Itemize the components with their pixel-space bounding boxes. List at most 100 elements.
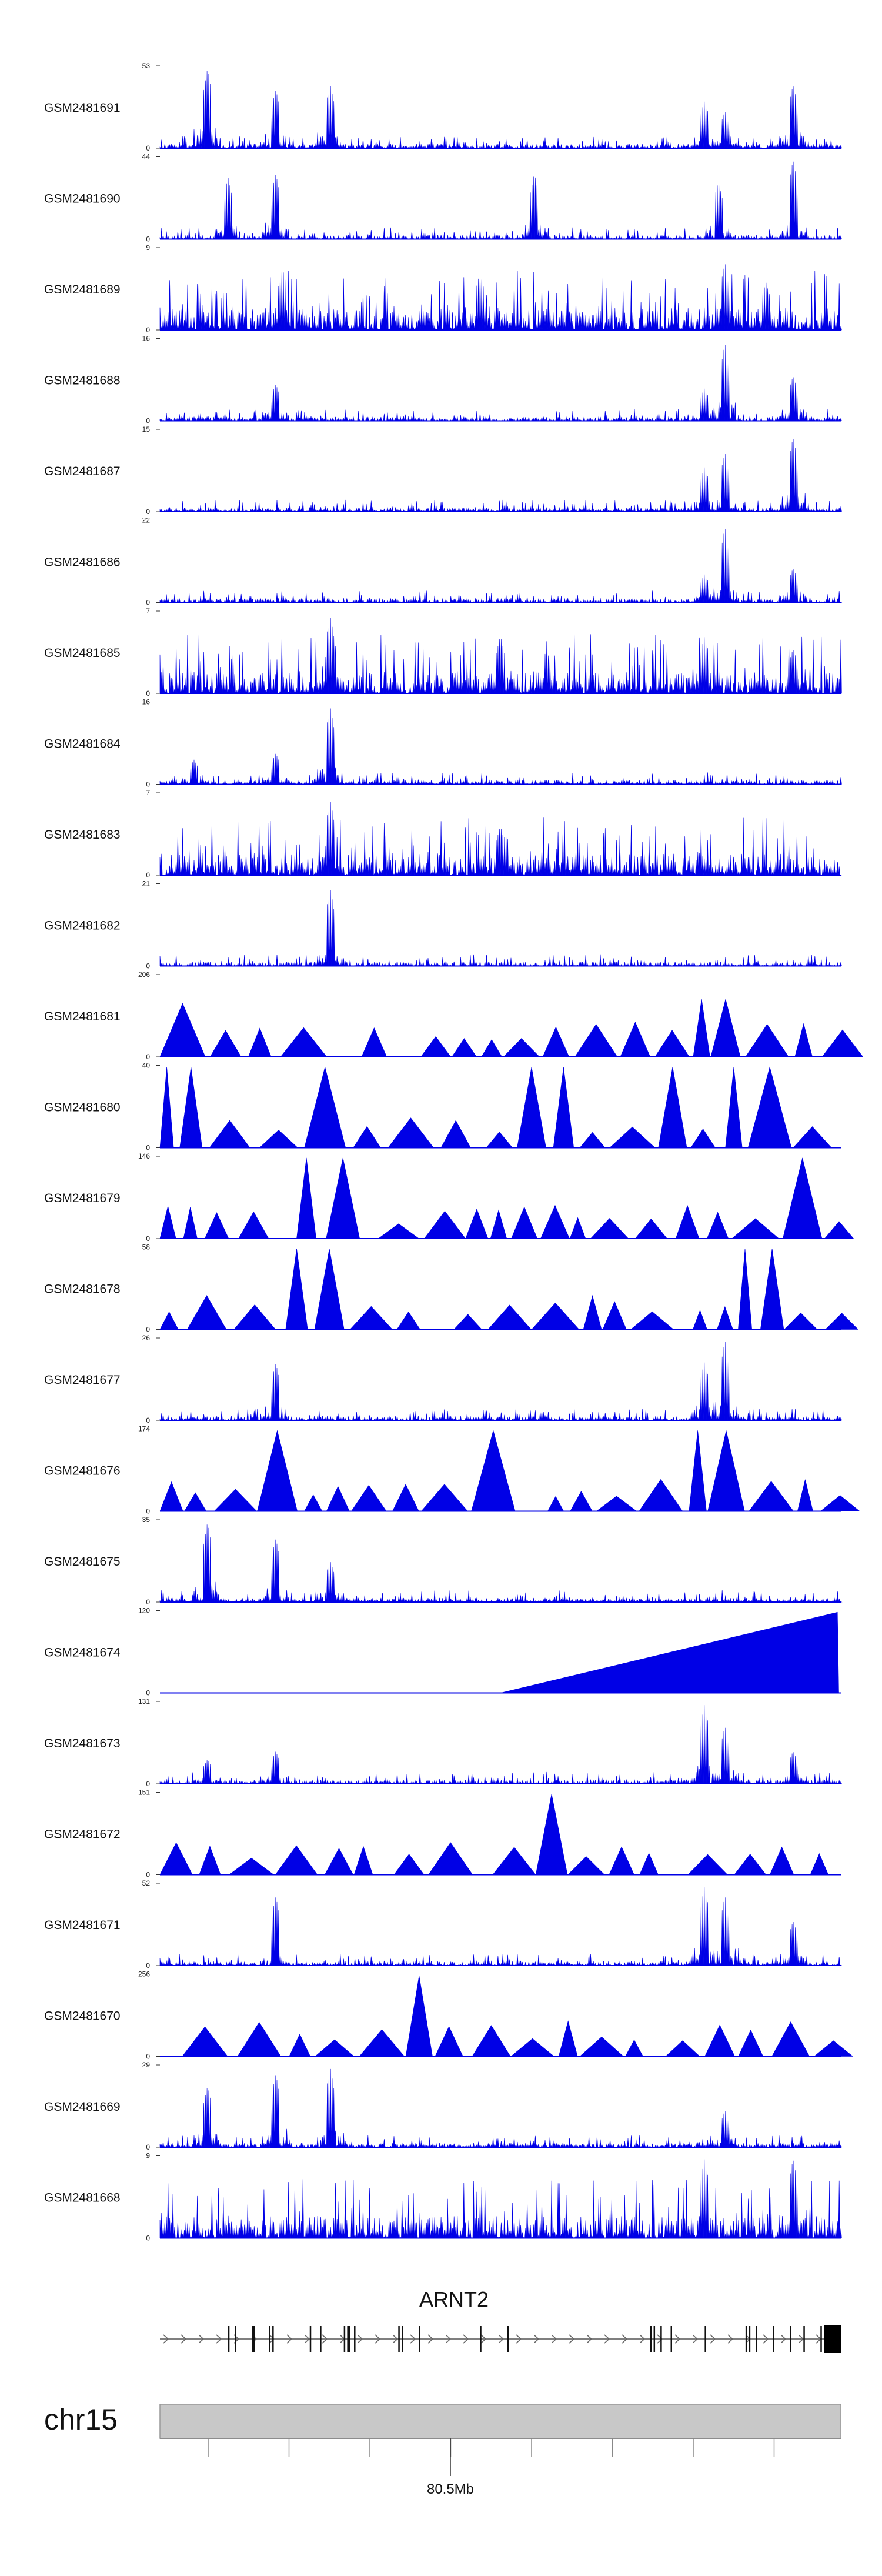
track-signal bbox=[159, 529, 843, 603]
strand-arrow bbox=[445, 2334, 452, 2344]
track-label: GSM2481673 bbox=[44, 1737, 121, 1750]
track-ymin-label: 0 bbox=[146, 689, 150, 698]
track-GSM2481681: GSM2481681 206 0 bbox=[44, 970, 864, 1061]
track-signal bbox=[159, 1342, 842, 1422]
exon bbox=[269, 2326, 270, 2352]
track-ymax-label: 15 bbox=[142, 425, 151, 433]
track-ymax-label: 22 bbox=[142, 516, 151, 525]
track-ymax-label: 40 bbox=[142, 1062, 151, 1070]
track-ymin-label: 0 bbox=[146, 1144, 150, 1152]
exon bbox=[745, 2326, 747, 2352]
strand-arrow bbox=[622, 2334, 628, 2344]
strand-arrow bbox=[763, 2334, 769, 2344]
strand-arrow bbox=[269, 2334, 275, 2344]
track-signal bbox=[159, 617, 842, 695]
strand-arrow bbox=[304, 2334, 310, 2344]
track-label: GSM2481672 bbox=[44, 1828, 121, 1841]
track-GSM2481683: GSM2481683 7 0 bbox=[44, 789, 842, 879]
track-GSM2481677: GSM2481677 26 0 bbox=[44, 1334, 842, 1424]
track-GSM2481682: GSM2481682 21 0 bbox=[44, 880, 842, 970]
exon bbox=[228, 2326, 230, 2352]
exon bbox=[803, 2326, 805, 2352]
track-ymin-label: 0 bbox=[146, 599, 150, 607]
strand-arrow bbox=[604, 2334, 610, 2344]
track-ymin-label: 0 bbox=[146, 1507, 150, 1516]
exon bbox=[660, 2326, 662, 2352]
track-ymax-label: 151 bbox=[138, 1788, 150, 1797]
track-ymin-label: 0 bbox=[146, 780, 150, 789]
track-ymin-label: 0 bbox=[146, 1598, 150, 1606]
track-ymax-label: 58 bbox=[142, 1243, 151, 1252]
track-ymin-label: 0 bbox=[146, 871, 150, 879]
exon bbox=[820, 2326, 822, 2352]
track-signal bbox=[159, 2068, 842, 2148]
strand-arrow bbox=[551, 2334, 557, 2344]
strand-arrow bbox=[427, 2334, 434, 2344]
track-GSM2481678: GSM2481678 58 0 bbox=[44, 1243, 859, 1334]
strand-arrow bbox=[516, 2334, 522, 2344]
track-GSM2481675: GSM2481675 35 0 bbox=[44, 1516, 843, 1606]
track-label: GSM2481674 bbox=[44, 1646, 121, 1660]
strand-arrow bbox=[639, 2334, 646, 2344]
track-ymax-label: 120 bbox=[138, 1607, 150, 1615]
track-ymax-label: 29 bbox=[142, 2061, 151, 2069]
track-label: GSM2481682 bbox=[44, 919, 121, 933]
strand-arrow bbox=[463, 2334, 469, 2344]
exon bbox=[507, 2326, 509, 2352]
exon bbox=[354, 2326, 356, 2352]
track-ymax-label: 131 bbox=[138, 1697, 150, 1706]
exon bbox=[252, 2326, 253, 2352]
exon bbox=[309, 2326, 312, 2352]
strand-arrow bbox=[780, 2334, 787, 2344]
track-ymax-label: 256 bbox=[138, 1970, 150, 1978]
strand-arrow bbox=[692, 2334, 699, 2344]
track-GSM2481671: GSM2481671 52 0 bbox=[44, 1879, 843, 1970]
strand-arrow bbox=[181, 2334, 187, 2344]
strand-arrow bbox=[798, 2334, 804, 2344]
track-ymax-label: 52 bbox=[142, 1879, 151, 1887]
exon bbox=[419, 2326, 420, 2352]
track-signal bbox=[159, 1794, 829, 1875]
exon bbox=[670, 2326, 672, 2352]
track-label: GSM2481679 bbox=[44, 1192, 121, 1205]
strand-arrow bbox=[163, 2334, 169, 2344]
track-signal bbox=[159, 161, 842, 240]
exon bbox=[347, 2326, 350, 2352]
track-label: GSM2481680 bbox=[44, 1101, 121, 1115]
track-label: GSM2481677 bbox=[44, 1373, 121, 1387]
track-ymax-label: 44 bbox=[142, 153, 151, 161]
track-GSM2481673: GSM2481673 131 0 bbox=[44, 1697, 842, 1788]
exon bbox=[235, 2326, 236, 2352]
exon bbox=[253, 2326, 255, 2352]
track-signal bbox=[500, 1611, 839, 1693]
track-ymin-label: 0 bbox=[146, 508, 150, 516]
track-GSM2481684: GSM2481684 16 0 bbox=[44, 698, 842, 789]
exon bbox=[343, 2326, 346, 2352]
track-ymin-label: 0 bbox=[146, 2053, 150, 2061]
strand-arrow bbox=[286, 2334, 293, 2344]
track-signal bbox=[159, 1157, 854, 1239]
track-signal bbox=[159, 1705, 842, 1785]
track-GSM2481687: GSM2481687 15 0 bbox=[44, 425, 842, 516]
track-ymax-label: 9 bbox=[146, 243, 150, 252]
exon bbox=[756, 2326, 757, 2352]
track-GSM2481680: GSM2481680 40 0 bbox=[44, 1062, 841, 1152]
track-ymax-label: 21 bbox=[142, 880, 151, 888]
strand-arrow bbox=[198, 2334, 205, 2344]
track-ymin-label: 0 bbox=[146, 1689, 150, 1697]
track-ymin-label: 0 bbox=[146, 326, 150, 334]
track-ymax-label: 26 bbox=[142, 1334, 151, 1342]
track-signal bbox=[159, 890, 842, 967]
track-signal bbox=[159, 1249, 859, 1330]
track-label: GSM2481691 bbox=[44, 101, 121, 115]
gene-model: ARNT2 bbox=[160, 2287, 841, 2353]
track-signal bbox=[182, 1976, 854, 2057]
track-label: GSM2481685 bbox=[44, 646, 121, 660]
strand-arrow bbox=[569, 2334, 575, 2344]
track-signal bbox=[159, 1430, 860, 1511]
exon bbox=[480, 2326, 482, 2352]
track-signal bbox=[159, 1524, 843, 1603]
track-ymax-label: 7 bbox=[146, 607, 150, 615]
track-ymax-label: 9 bbox=[146, 2152, 150, 2160]
exon bbox=[272, 2326, 274, 2352]
